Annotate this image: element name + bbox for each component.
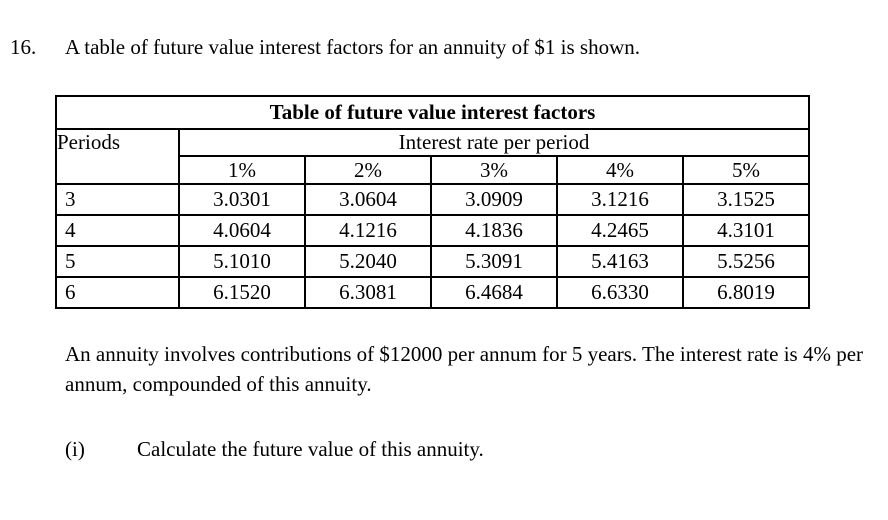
future-value-factors-table: Table of future value interest factors P…: [55, 95, 810, 309]
factor-cell: 6.3081: [304, 276, 432, 309]
rate-percent-row: 1% 2% 3% 4% 5%: [56, 155, 810, 185]
part-text: Calculate the future value of this annui…: [137, 437, 484, 461]
factor-cell: 3.0909: [430, 183, 558, 216]
table-title-row: Table of future value interest factors: [55, 95, 810, 130]
period-cell: 5: [55, 245, 180, 278]
factor-cell: 4.1836: [430, 214, 558, 247]
part-label: (i): [65, 437, 85, 461]
period-cell: 6: [55, 276, 180, 309]
factor-cell: 3.1525: [682, 183, 810, 216]
table-title: Table of future value interest factors: [55, 95, 810, 130]
table-row: 6 6.1520 6.3081 6.4684 6.6330 6.8019: [55, 276, 810, 309]
rate-column-2pct: 2%: [304, 155, 432, 185]
question-part-line: (i) Calculate the future value of this an…: [65, 435, 484, 463]
interest-rate-header: Interest rate per period: [178, 128, 810, 157]
factor-cell: 4.0604: [178, 214, 306, 247]
rate-column-3pct: 3%: [430, 155, 558, 185]
period-cell: 3: [55, 183, 180, 216]
factor-cell: 6.4684: [430, 276, 558, 309]
factor-cell: 3.0301: [178, 183, 306, 216]
question-header: 16. A table of future value interest fact…: [10, 33, 870, 61]
factor-cell: 5.4163: [556, 245, 684, 278]
factor-cell: 5.3091: [430, 245, 558, 278]
factor-cell: 4.1216: [304, 214, 432, 247]
factor-cell: 5.2040: [304, 245, 432, 278]
question-intro: A table of future value interest factors…: [65, 35, 641, 59]
question-number: 16.: [10, 35, 37, 59]
factor-cell: 3.1216: [556, 183, 684, 216]
period-cell: 4: [55, 214, 180, 247]
rate-column-1pct: 1%: [178, 155, 306, 185]
factor-cell: 6.1520: [178, 276, 306, 309]
factor-cell: 5.1010: [178, 245, 306, 278]
rate-column-4pct: 4%: [556, 155, 684, 185]
factor-cell: 6.8019: [682, 276, 810, 309]
factor-cell: 4.2465: [556, 214, 684, 247]
factor-cell: 5.5256: [682, 245, 810, 278]
question-paragraph: An annuity involves contributions of $12…: [65, 342, 864, 396]
table-row: 5 5.1010 5.2040 5.3091 5.4163 5.5256: [55, 245, 810, 278]
rate-column-5pct: 5%: [682, 155, 810, 185]
periods-column-header: Periods: [55, 128, 180, 185]
factor-cell: 3.0604: [304, 183, 432, 216]
table-row: 4 4.0604 4.1216 4.1836 4.2465 4.3101: [55, 214, 810, 247]
table-header-row: Periods Interest rate per period: [55, 128, 810, 185]
factor-cell: 6.6330: [556, 276, 684, 309]
table-row: 3 3.0301 3.0604 3.0909 3.1216 3.1525: [55, 183, 810, 216]
factor-cell: 4.3101: [682, 214, 810, 247]
